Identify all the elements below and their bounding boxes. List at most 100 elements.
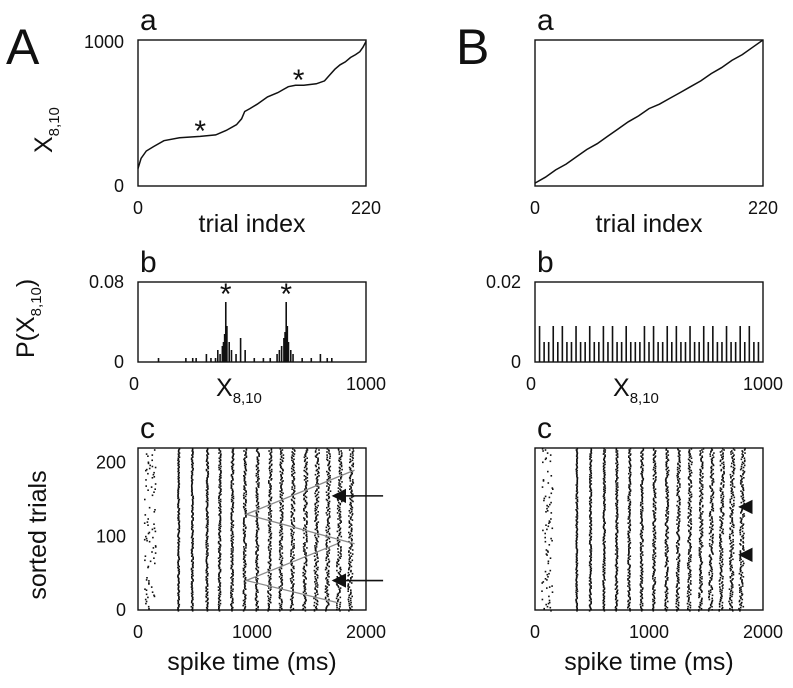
spike-dot bbox=[338, 509, 341, 511]
spike-dot bbox=[576, 491, 579, 493]
spike-dot bbox=[245, 515, 247, 517]
spike-dot bbox=[720, 511, 723, 513]
spike-dot bbox=[304, 588, 307, 590]
spike-dot bbox=[230, 498, 233, 501]
spike-dot bbox=[629, 500, 632, 503]
spike-dot bbox=[336, 564, 338, 567]
spike-dot bbox=[219, 467, 222, 470]
spike-dot bbox=[257, 566, 260, 569]
spike-dot bbox=[652, 585, 654, 587]
spike-dot bbox=[675, 571, 678, 574]
spike-dot bbox=[291, 586, 294, 588]
spike-dot bbox=[699, 479, 702, 481]
spike-dot bbox=[303, 601, 306, 604]
spike-dot bbox=[339, 610, 341, 612]
spike-dot bbox=[731, 595, 733, 598]
spike-dot bbox=[729, 598, 731, 601]
spike-dot bbox=[291, 564, 293, 567]
spike-dot bbox=[244, 597, 247, 600]
spike-dot bbox=[702, 504, 704, 507]
spike-dot bbox=[733, 467, 736, 470]
spike-dot bbox=[718, 545, 721, 547]
spike-dot bbox=[243, 506, 245, 509]
spike-dot bbox=[739, 521, 742, 523]
spike-dot bbox=[721, 581, 724, 583]
spike-dot bbox=[541, 448, 544, 450]
spike-dot bbox=[177, 580, 180, 582]
spike-dot bbox=[678, 579, 680, 581]
spike-dot bbox=[269, 560, 271, 563]
spike-dot bbox=[268, 467, 271, 470]
spike-dot bbox=[290, 467, 293, 470]
spike-dot bbox=[292, 589, 294, 591]
spike-dot bbox=[191, 484, 193, 486]
spike-dot bbox=[730, 554, 732, 556]
spike-dot bbox=[602, 605, 605, 608]
spike-dot bbox=[218, 532, 220, 535]
spike-dot bbox=[615, 496, 618, 499]
spike-dot bbox=[641, 480, 643, 482]
spike-dot bbox=[270, 548, 272, 550]
spike-dot bbox=[245, 452, 247, 454]
spike-dot bbox=[589, 525, 591, 528]
spike-dot bbox=[350, 601, 352, 604]
spike-dot bbox=[314, 502, 317, 505]
spike-dot bbox=[256, 522, 259, 524]
spike-dot bbox=[719, 543, 721, 545]
y-axis-label-subscript: 8,10 bbox=[46, 107, 63, 136]
spike-dot bbox=[270, 485, 272, 487]
spike-dot bbox=[575, 539, 578, 542]
spike-dot bbox=[291, 548, 294, 550]
spike-dot bbox=[629, 598, 631, 601]
spike-dot bbox=[232, 535, 235, 538]
spike-dot bbox=[729, 516, 732, 518]
spike-dot bbox=[219, 509, 222, 511]
spike-dot bbox=[615, 549, 617, 551]
spike-dot bbox=[589, 468, 591, 471]
spike-dot bbox=[327, 572, 330, 575]
spike-dot bbox=[720, 499, 723, 502]
spike-dot bbox=[349, 557, 351, 559]
spike-dot bbox=[244, 524, 246, 526]
spike-dot bbox=[218, 609, 220, 611]
spike-dot bbox=[305, 531, 308, 534]
spike-dot bbox=[207, 535, 209, 538]
spike-dot bbox=[279, 590, 281, 592]
spike-dot bbox=[270, 496, 273, 499]
spike-dot bbox=[280, 578, 282, 580]
spike-dot bbox=[270, 594, 272, 597]
spike-dot bbox=[190, 568, 193, 571]
spike-dot bbox=[242, 494, 245, 497]
spike-dot bbox=[243, 542, 246, 544]
spike-dot bbox=[351, 519, 354, 521]
spike-dot bbox=[315, 501, 318, 504]
x-tick-label: 0 bbox=[133, 198, 143, 218]
spike-dot bbox=[548, 496, 551, 499]
spike-dot bbox=[739, 570, 742, 573]
spike-dot bbox=[641, 476, 644, 478]
spike-dot bbox=[314, 450, 317, 452]
spike-dot bbox=[314, 587, 316, 589]
spike-dot bbox=[316, 477, 318, 479]
spike-dot bbox=[220, 469, 222, 472]
spike-dot bbox=[589, 496, 591, 499]
spike-dot bbox=[232, 491, 234, 493]
spike-dot bbox=[232, 598, 234, 601]
spike-dot bbox=[303, 532, 305, 535]
spike-dot bbox=[290, 503, 293, 506]
spike-dot bbox=[191, 456, 194, 458]
spike-dot bbox=[701, 463, 704, 466]
spike-dot bbox=[590, 593, 592, 596]
spike-dot bbox=[207, 545, 209, 547]
spike-dot bbox=[590, 553, 592, 555]
spike-dot bbox=[603, 472, 605, 475]
spike-dot bbox=[722, 532, 725, 535]
spike-dot bbox=[590, 559, 592, 562]
spike-dot bbox=[628, 515, 631, 517]
spike-dot bbox=[336, 604, 338, 607]
spike-dot bbox=[336, 569, 338, 572]
spike-dot bbox=[206, 502, 209, 505]
spike-dot bbox=[576, 536, 578, 539]
spike-dot bbox=[279, 510, 282, 512]
